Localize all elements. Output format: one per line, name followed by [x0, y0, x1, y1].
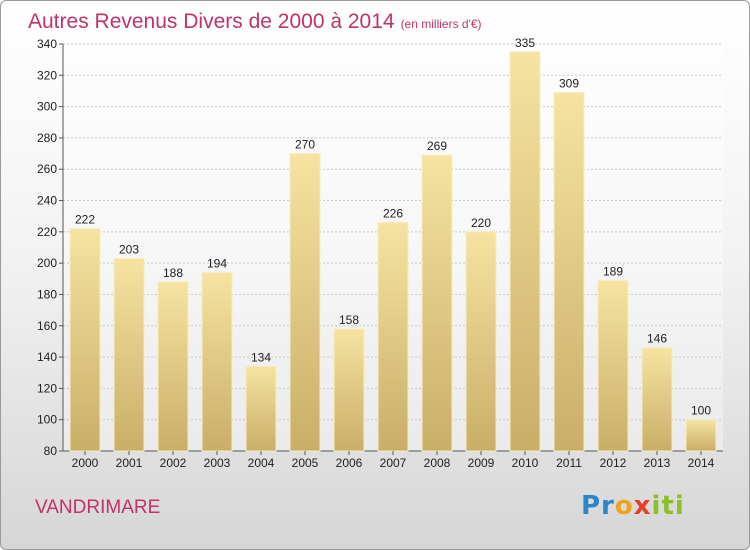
data-label: 189 — [603, 264, 623, 278]
bar — [69, 228, 101, 452]
data-label: 222 — [75, 213, 95, 227]
data-label: 309 — [559, 77, 579, 91]
y-tick-label: 120 — [37, 381, 57, 395]
x-tick-label: 2011 — [556, 456, 582, 470]
y-tick-label: 260 — [37, 162, 57, 176]
y-tick-label: 200 — [37, 256, 57, 270]
x-tick-label: 2008 — [424, 456, 451, 470]
x-tick-label: 2003 — [204, 456, 231, 470]
x-tick-label: 2010 — [512, 456, 539, 470]
bar — [289, 153, 321, 452]
data-label: 270 — [295, 138, 315, 152]
data-label: 188 — [163, 266, 183, 280]
bar — [685, 419, 717, 452]
data-label: 158 — [339, 313, 359, 327]
bar — [553, 92, 585, 452]
data-label: 226 — [383, 206, 403, 220]
data-label: 269 — [427, 139, 447, 153]
bar — [465, 231, 497, 452]
bar — [509, 51, 541, 452]
x-tick-label: 2004 — [248, 456, 275, 470]
bar — [597, 279, 629, 452]
data-label: 335 — [515, 36, 535, 50]
x-tick-label: 2006 — [336, 456, 363, 470]
bar — [641, 347, 673, 452]
town-name: VANDRIMARE — [35, 497, 161, 518]
x-tick-label: 2001 — [116, 456, 143, 470]
bar — [377, 221, 409, 452]
proxiti-logo: Proxiti — [581, 491, 685, 521]
data-label: 134 — [251, 350, 271, 364]
bar — [201, 272, 233, 452]
x-tick-label: 2002 — [160, 456, 187, 470]
x-tick-label: 2009 — [468, 456, 495, 470]
x-tick-label: 2012 — [600, 456, 627, 470]
bar — [333, 328, 365, 452]
x-tick-label: 2000 — [72, 456, 99, 470]
bar — [113, 257, 145, 452]
data-label: 146 — [647, 332, 667, 346]
data-label: 203 — [119, 242, 139, 256]
y-tick-label: 180 — [37, 287, 57, 301]
y-tick-label: 140 — [37, 350, 57, 364]
y-tick-label: 100 — [37, 413, 57, 427]
bar — [421, 154, 453, 452]
y-tick-label: 300 — [37, 100, 57, 114]
x-tick-label: 2005 — [292, 456, 319, 470]
chart-title-text: Autres Revenus Divers de 2000 à 2014 — [28, 10, 395, 33]
bar — [157, 281, 189, 452]
data-label: 100 — [691, 404, 711, 418]
y-tick-label: 240 — [37, 194, 57, 208]
bar — [245, 365, 277, 452]
chart-unit: (en milliers d'€) — [400, 17, 482, 31]
x-tick-label: 2014 — [688, 456, 715, 470]
chart-title: Autres Revenus Divers de 2000 à 2014 (en … — [28, 10, 482, 34]
y-tick-label: 280 — [37, 131, 57, 145]
data-label: 220 — [471, 216, 491, 230]
y-tick-label: 80 — [44, 444, 58, 458]
x-tick-label: 2013 — [644, 456, 671, 470]
y-tick-label: 220 — [37, 225, 57, 239]
x-tick-label: 2007 — [380, 456, 407, 470]
y-tick-label: 160 — [37, 319, 57, 333]
y-tick-label: 340 — [37, 37, 57, 51]
y-tick-label: 320 — [37, 68, 57, 82]
data-label: 194 — [207, 257, 227, 271]
